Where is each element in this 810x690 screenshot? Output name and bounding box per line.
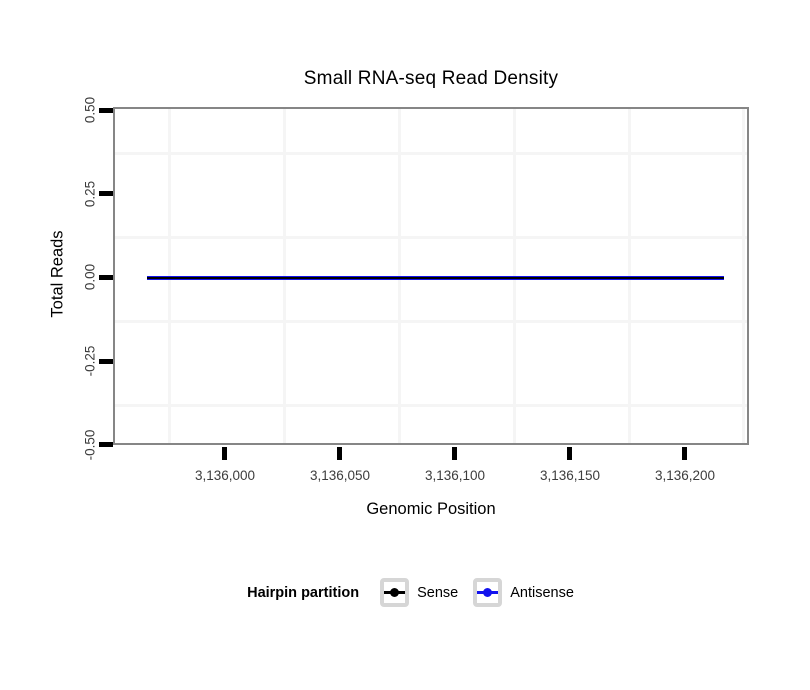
minor-gridline-horizontal: [115, 320, 747, 323]
y-tick-mark: [99, 275, 113, 280]
legend-title: Hairpin partition: [247, 584, 360, 601]
legend-item-sense: Sense: [380, 578, 458, 607]
minor-gridline-horizontal: [115, 236, 747, 239]
x-tick-mark: [567, 447, 572, 460]
y-tick-mark: [99, 191, 113, 196]
y-axis-title: Total Reads: [48, 230, 67, 318]
y-tick-label: -0.25: [82, 345, 98, 377]
x-tick-label: 3,136,000: [194, 468, 256, 483]
legend-label-sense: Sense: [417, 584, 459, 601]
y-tick-mark: [99, 442, 113, 447]
series-line-sense: [147, 277, 724, 279]
y-tick-label: 0.25: [82, 180, 98, 208]
x-tick-label: 3,136,200: [654, 468, 716, 483]
minor-gridline-horizontal: [115, 152, 747, 155]
x-tick-label: 3,136,050: [309, 468, 371, 483]
legend-item-antisense: Antisense: [473, 578, 574, 607]
legend: Hairpin partition Sense Antisense: [26, 578, 810, 607]
y-tick-label: 0.00: [82, 263, 98, 291]
chart-title: Small RNA-seq Read Density: [303, 68, 559, 89]
point-swatch-icon: [390, 588, 400, 597]
x-tick-label: 3,136,150: [539, 468, 601, 483]
x-tick-label: 3,136,100: [424, 468, 486, 483]
x-axis-title: Genomic Position: [366, 500, 496, 518]
x-tick-mark: [682, 447, 687, 460]
legend-key-antisense: [473, 578, 503, 607]
minor-gridline-vertical: [742, 109, 745, 443]
x-tick-mark: [337, 447, 342, 460]
y-tick-mark: [99, 108, 113, 113]
y-tick-mark: [99, 359, 113, 364]
minor-gridline-horizontal: [115, 404, 747, 407]
x-tick-mark: [452, 447, 457, 460]
legend-key-sense: [380, 578, 410, 607]
x-tick-mark: [222, 447, 227, 460]
plot-panel: [113, 107, 749, 445]
point-swatch-icon: [483, 588, 493, 597]
y-tick-label: -0.50: [82, 429, 98, 461]
legend-label-antisense: Antisense: [510, 584, 574, 601]
y-tick-label: 0.50: [82, 96, 98, 124]
